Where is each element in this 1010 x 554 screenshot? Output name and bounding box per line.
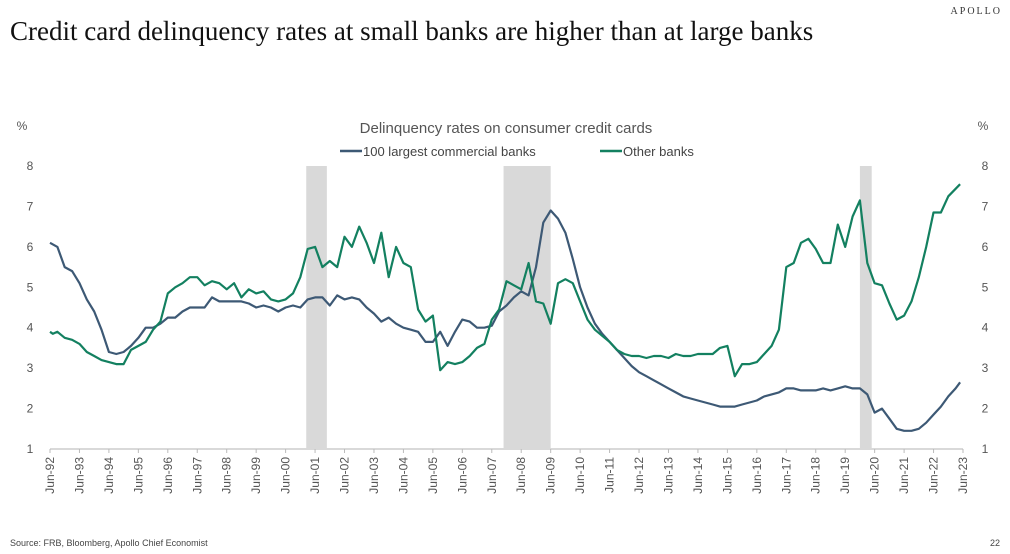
x-tick-label-5: Jun-97 — [190, 457, 204, 494]
y-tick-left-1: 1 — [27, 442, 34, 456]
y-tick-right-1: 1 — [982, 442, 989, 456]
y-tick-right-3: 3 — [982, 361, 989, 375]
x-tick-label-4: Jun-96 — [161, 457, 175, 494]
x-tick-label-18: Jun-10 — [573, 457, 587, 494]
x-tick-label-23: Jun-15 — [720, 457, 734, 494]
legend-label-0: 100 largest commercial banks — [363, 144, 536, 159]
x-tick-label-25: Jun-17 — [779, 457, 793, 494]
y-tick-right-5: 5 — [982, 280, 989, 294]
y-tick-left-7: 7 — [27, 199, 34, 213]
x-tick-label-13: Jun-05 — [426, 457, 440, 494]
y-tick-right-4: 4 — [982, 321, 989, 335]
chart-title: Delinquency rates on consumer credit car… — [360, 120, 653, 137]
x-tick-label-28: Jun-20 — [868, 457, 882, 494]
y-tick-right-7: 7 — [982, 199, 989, 213]
x-tick-label-30: Jun-22 — [927, 457, 941, 494]
y-tick-left-5: 5 — [27, 280, 34, 294]
recession-band-0 — [306, 166, 327, 449]
page-number: 22 — [989, 538, 1000, 548]
x-tick-label-8: Jun-00 — [279, 457, 293, 494]
x-tick-label-10: Jun-02 — [338, 457, 352, 494]
y-tick-left-6: 6 — [27, 240, 34, 254]
x-tick-label-17: Jun-09 — [544, 457, 558, 494]
x-tick-label-22: Jun-14 — [691, 457, 705, 494]
x-tick-label-1: Jun-93 — [72, 457, 86, 494]
y-tick-left-4: 4 — [27, 321, 34, 335]
x-tick-label-0: Jun-92 — [43, 457, 57, 494]
x-tick-label-6: Jun-98 — [220, 457, 234, 494]
series-line-other-banks — [49, 183, 961, 378]
x-tick-label-12: Jun-04 — [396, 457, 410, 494]
x-tick-label-26: Jun-18 — [809, 457, 823, 494]
legend-label-1: Other banks — [623, 144, 694, 159]
x-tick-label-16: Jun-08 — [514, 457, 528, 494]
y-unit-left: % — [17, 119, 28, 133]
x-tick-label-27: Jun-19 — [838, 457, 852, 494]
x-tick-label-9: Jun-01 — [308, 457, 322, 494]
x-tick-label-3: Jun-95 — [131, 457, 145, 494]
series-line-large-banks — [49, 209, 961, 432]
x-tick-label-14: Jun-06 — [455, 457, 469, 494]
x-tick-label-2: Jun-94 — [102, 457, 116, 494]
x-tick-label-15: Jun-07 — [485, 457, 499, 494]
x-tick-label-29: Jun-21 — [897, 457, 911, 494]
y-unit-right: % — [978, 119, 989, 133]
y-tick-right-8: 8 — [982, 159, 989, 173]
source-note: Source: FRB, Bloomberg, Apollo Chief Eco… — [10, 538, 208, 548]
y-tick-right-6: 6 — [982, 240, 989, 254]
x-tick-label-24: Jun-16 — [750, 457, 764, 494]
recession-band-2 — [859, 166, 872, 449]
y-tick-left-8: 8 — [27, 159, 34, 173]
x-tick-label-20: Jun-12 — [632, 457, 646, 494]
brand-logo: APOLLO — [950, 6, 1002, 17]
y-tick-left-3: 3 — [27, 361, 34, 375]
recession-band-1 — [503, 166, 551, 449]
page-title: Credit card delinquency rates at small b… — [10, 16, 814, 46]
y-tick-left-2: 2 — [27, 402, 34, 416]
x-tick-label-31: Jun-23 — [956, 457, 970, 494]
x-tick-label-11: Jun-03 — [367, 457, 381, 494]
x-tick-label-7: Jun-99 — [249, 457, 263, 494]
x-tick-label-19: Jun-11 — [603, 457, 617, 493]
x-tick-label-21: Jun-13 — [661, 457, 675, 494]
y-tick-right-2: 2 — [982, 402, 989, 416]
